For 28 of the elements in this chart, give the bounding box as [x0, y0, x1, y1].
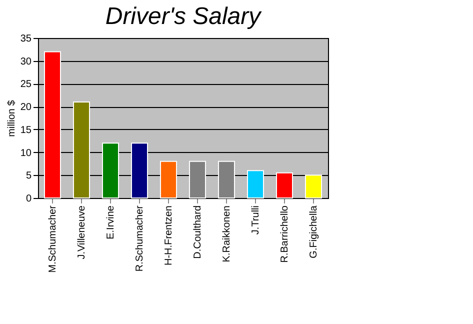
y-tick-label: 20 [20, 102, 32, 114]
x-tick-label: E.Irvine [106, 205, 116, 240]
bar [160, 160, 177, 198]
y-tick-label: 30 [20, 56, 32, 68]
y-tick-label: 35 [20, 34, 32, 44]
bar [73, 102, 90, 198]
x-tick-label: M.Schumacher [48, 204, 58, 273]
y-tick-label: 5 [26, 170, 32, 182]
y-tick-label: 25 [20, 79, 32, 90]
y-tick-label: 0 [26, 194, 32, 204]
x-tick-label: R.Schumacher [134, 204, 146, 272]
y-tick-label: 15 [20, 124, 32, 136]
bar [247, 170, 264, 198]
x-tick-label: R.Barrichello [280, 205, 290, 263]
x-tick-label: H-H.Frentzen [164, 206, 174, 266]
x-tick-label: D.Coulthard [192, 206, 204, 259]
chart-title: Driver's Salary [105, 3, 263, 30]
bar [131, 142, 148, 198]
bar [305, 174, 322, 198]
bar [102, 142, 119, 198]
x-tick-label: J.Villeneuve [76, 205, 88, 260]
bar [276, 172, 293, 198]
y-axis-title: million $ [6, 100, 18, 137]
bar [44, 51, 61, 198]
y-tick-label: 10 [20, 148, 32, 159]
x-tick-label: J.Trulli [250, 206, 262, 235]
x-tick-label: G.Figichella [308, 205, 320, 258]
x-tick-label: K.Raikkonen [222, 206, 232, 262]
